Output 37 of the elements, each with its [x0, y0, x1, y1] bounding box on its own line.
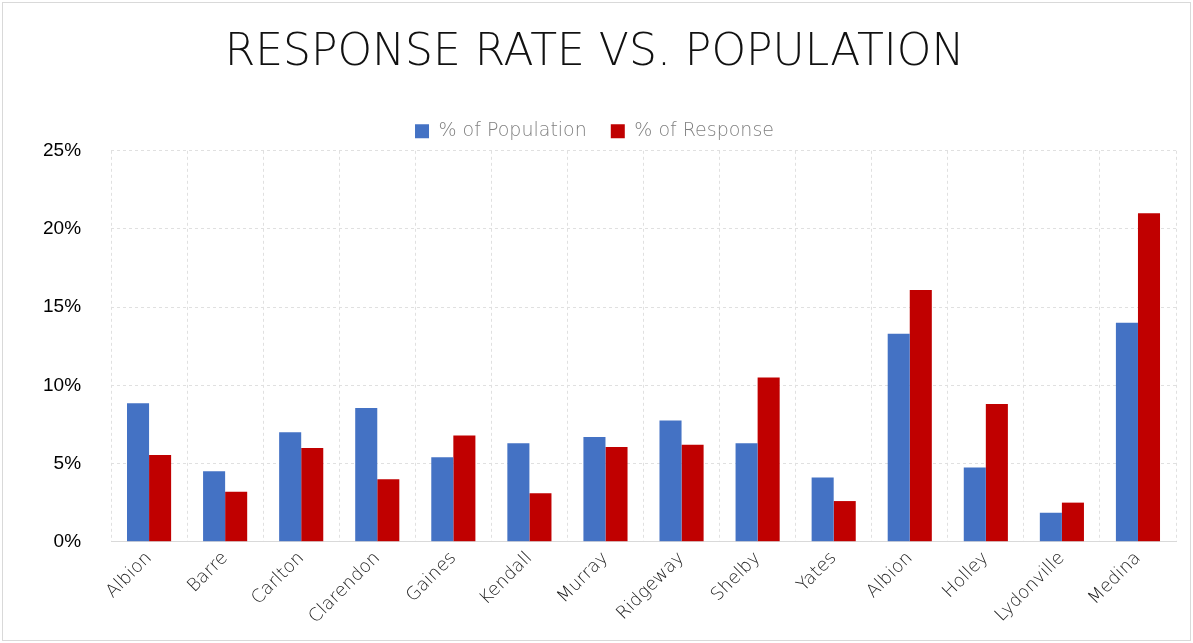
- chart-title: RESPONSE RATE VS. POPULATION: [224, 23, 965, 75]
- bar: [735, 443, 758, 542]
- bar: [757, 377, 780, 542]
- bar: [453, 435, 476, 542]
- bar: [985, 404, 1008, 542]
- bar: [833, 501, 856, 542]
- bar: [1061, 502, 1084, 542]
- bar: [909, 289, 932, 542]
- bar: [355, 408, 378, 542]
- bar: [605, 447, 628, 542]
- bar: [301, 447, 324, 542]
- y-tick-label: 10%: [43, 373, 82, 395]
- bar: [507, 443, 530, 542]
- y-tick-label: 5%: [53, 451, 82, 473]
- bar: [887, 333, 910, 542]
- bar: [127, 403, 150, 542]
- y-tick-label: 25%: [43, 139, 82, 161]
- bar: [583, 436, 606, 542]
- bar: [1039, 512, 1062, 542]
- bar: [377, 479, 400, 542]
- legend-label: % of Response: [634, 118, 774, 141]
- bar: [1115, 322, 1138, 542]
- bar: [529, 493, 552, 542]
- y-tick-label: 20%: [43, 217, 82, 239]
- bar: [431, 457, 454, 542]
- bar: [681, 444, 704, 542]
- bar: [149, 454, 172, 542]
- legend-label: % of Population: [438, 118, 587, 141]
- bar: [963, 467, 986, 542]
- bar: [811, 477, 834, 542]
- bar: [1137, 213, 1161, 542]
- y-tick-label: 0%: [53, 529, 82, 551]
- bar: [225, 491, 248, 542]
- y-tick-label: 15%: [43, 295, 82, 317]
- bar: [659, 420, 682, 542]
- bar: [203, 471, 226, 542]
- bar: [279, 432, 302, 542]
